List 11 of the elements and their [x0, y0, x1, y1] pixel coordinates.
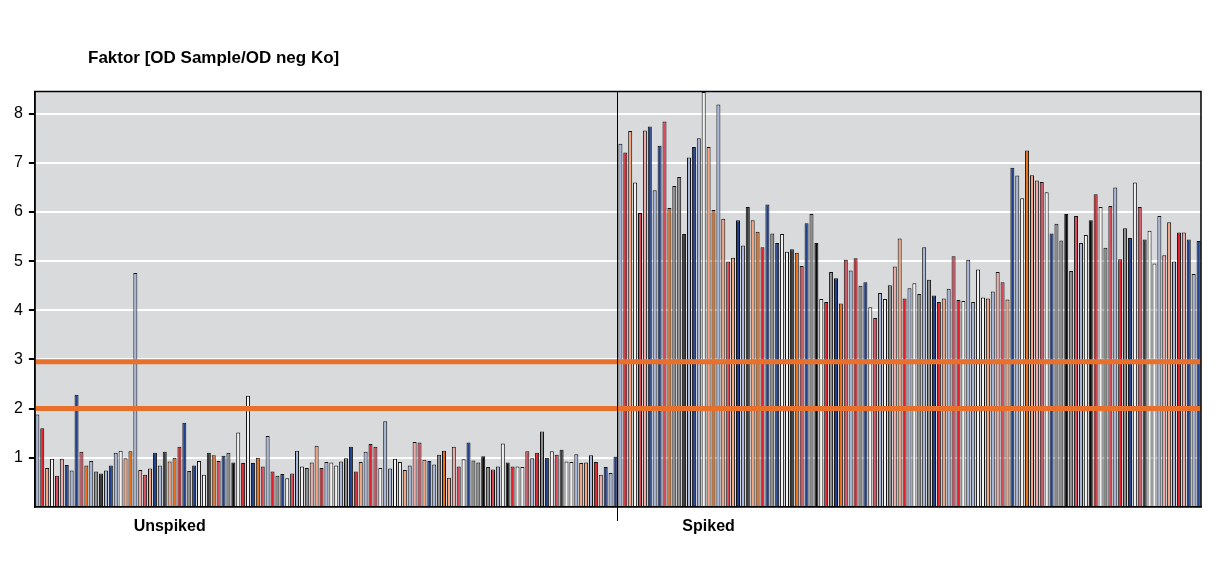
y-tick-label: 5: [13, 251, 23, 269]
y-tick-label: 6: [13, 202, 23, 220]
y-tick-label: 3: [13, 349, 23, 367]
y-tick-label: 8: [13, 104, 23, 122]
x-tick-label: Spiked: [682, 516, 735, 534]
y-tick-label: 2: [13, 398, 23, 416]
y-axis-title: Faktor [OD Sample/OD neg Ko]: [87, 47, 341, 69]
y-tick-label: 1: [13, 448, 23, 466]
x-tick-label: Unspiked: [133, 516, 206, 534]
y-tick-label: 7: [13, 153, 23, 171]
y-tick-label: 4: [13, 300, 23, 318]
